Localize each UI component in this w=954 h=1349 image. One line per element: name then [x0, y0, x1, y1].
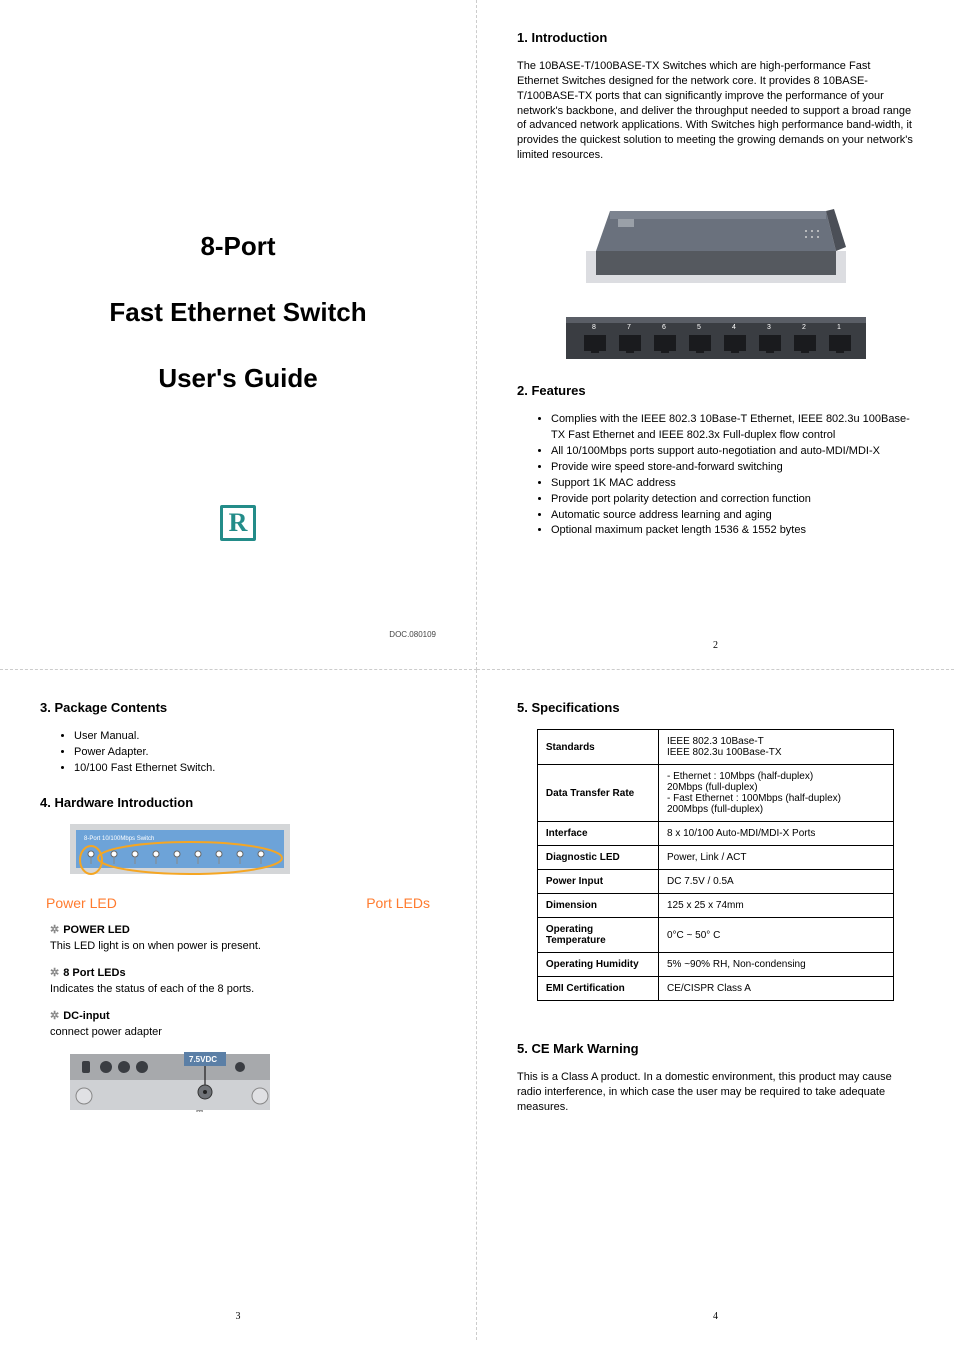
page-cover: 8-Port Fast Ethernet Switch User's Guide…: [0, 0, 477, 670]
brand-r-icon: R: [220, 505, 256, 541]
cover-line-3: User's Guide: [40, 362, 436, 396]
power-led-label: Power LED: [46, 895, 117, 911]
port-number-label: 6: [662, 324, 666, 331]
spec-value: 0°C ~ 50° C: [658, 918, 893, 953]
feature-item: Optional maximum packet length 1536 & 15…: [551, 523, 914, 539]
product-photo-front: [576, 181, 856, 293]
document-number: DOC.080109: [389, 630, 436, 639]
package-item: 10/100 Fast Ethernet Switch.: [74, 761, 436, 777]
spec-key: Operating Humidity: [537, 953, 658, 977]
page-3: 3. Package Contents User Manual.Power Ad…: [0, 670, 477, 1340]
port-number-label: 8: [592, 324, 596, 331]
intro-paragraph: The 10BASE-T/100BASE-TX Switches which a…: [517, 59, 914, 163]
spec-key: Standards: [537, 730, 658, 765]
panel-label-text: 8-Port 10/100Mbps Switch: [84, 836, 154, 842]
subsection-title: 8 Port LEDs: [63, 967, 125, 979]
subsection-title: POWER LED: [63, 924, 130, 936]
spec-key: EMI Certification: [537, 977, 658, 1001]
product-photo-ports: 8 7 6 5 4 3 2 1: [566, 317, 866, 363]
spec-key: Diagnostic LED: [537, 846, 658, 870]
spec-key: Interface: [537, 822, 658, 846]
svg-text:⎓: ⎓: [196, 1106, 203, 1116]
spec-value: DC 7.5V / 0.5A: [658, 870, 893, 894]
subsection-text: connect power adapter: [50, 1026, 436, 1038]
subsection-heading: ✲ 8 Port LEDs: [50, 966, 436, 979]
cover-line-1: 8-Port: [40, 230, 436, 264]
table-row: Dimension125 x 25 x 74mm: [537, 894, 893, 918]
page-number: 4: [477, 1311, 954, 1322]
section-3-heading: 3. Package Contents: [40, 700, 436, 715]
spec-value: IEEE 802.3 10Base-T IEEE 802.3u 100Base-…: [658, 730, 893, 765]
port-number-label: 4: [732, 324, 736, 331]
table-row: StandardsIEEE 802.3 10Base-T IEEE 802.3u…: [537, 730, 893, 765]
gear-icon: ✲: [50, 967, 59, 979]
table-row: Operating Humidity5% ~90% RH, Non-conden…: [537, 953, 893, 977]
table-row: Operating Temperature0°C ~ 50° C: [537, 918, 893, 953]
spec-key: Dimension: [537, 894, 658, 918]
feature-item: Support 1K MAC address: [551, 476, 914, 492]
page-2: 1. Introduction The 10BASE-T/100BASE-TX …: [477, 0, 954, 670]
table-row: EMI CertificationCE/CISPR Class A: [537, 977, 893, 1001]
spec-value: CE/CISPR Class A: [658, 977, 893, 1001]
spec-value: Power, Link / ACT: [658, 846, 893, 870]
table-row: Power InputDC 7.5V / 0.5A: [537, 870, 893, 894]
package-contents-list: User Manual.Power Adapter.10/100 Fast Et…: [40, 729, 436, 777]
subsection-heading: ✲ POWER LED: [50, 923, 436, 936]
spec-value: 8 x 10/100 Auto-MDI/MDI-X Ports: [658, 822, 893, 846]
gear-icon: ✲: [50, 1010, 59, 1022]
package-item: User Manual.: [74, 729, 436, 745]
section-6-heading: 5. CE Mark Warning: [517, 1041, 914, 1056]
port-number-label: 1: [837, 324, 841, 331]
feature-item: Provide port polarity detection and corr…: [551, 492, 914, 508]
dc-input-diagram: 7.5VDC ⎓: [70, 1052, 280, 1125]
page-number: 2: [477, 640, 954, 651]
page-4: 5. Specifications StandardsIEEE 802.3 10…: [477, 670, 954, 1340]
cover-line-2: Fast Ethernet Switch: [40, 296, 436, 330]
spec-key: Power Input: [537, 870, 658, 894]
hardware-subsection: ✲ POWER LED This LED light is on when powe…: [50, 923, 436, 952]
port-number-label: 2: [802, 324, 806, 331]
gear-icon: ✲: [50, 924, 59, 936]
page-number: 3: [0, 1311, 476, 1322]
table-row: Data Transfer Rate- Ethernet : 10Mbps (h…: [537, 765, 893, 822]
package-item: Power Adapter.: [74, 745, 436, 761]
hardware-subsection: ✲ DC-input connect power adapter: [50, 1009, 436, 1038]
table-row: Diagnostic LEDPower, Link / ACT: [537, 846, 893, 870]
cover-title-block: 8-Port Fast Ethernet Switch User's Guide: [40, 230, 436, 395]
features-list: Complies with the IEEE 802.3 10Base-T Et…: [517, 412, 914, 540]
subsection-text: Indicates the status of each of the 8 po…: [50, 983, 436, 995]
subsection-heading: ✲ DC-input: [50, 1009, 436, 1022]
spec-value: 5% ~90% RH, Non-condensing: [658, 953, 893, 977]
spec-value: - Ethernet : 10Mbps (half-duplex) 20Mbps…: [658, 765, 893, 822]
spec-key: Operating Temperature: [537, 918, 658, 953]
port-number-label: 7: [627, 324, 631, 331]
spec-key: Data Transfer Rate: [537, 765, 658, 822]
specifications-table: StandardsIEEE 802.3 10Base-T IEEE 802.3u…: [537, 729, 894, 1001]
feature-item: Complies with the IEEE 802.3 10Base-T Et…: [551, 412, 914, 444]
document-sheet: 8-Port Fast Ethernet Switch User's Guide…: [0, 0, 954, 1340]
section-4-heading: 4. Hardware Introduction: [40, 795, 436, 810]
section-2-heading: 2. Features: [517, 383, 914, 398]
table-row: Interface8 x 10/100 Auto-MDI/MDI-X Ports: [537, 822, 893, 846]
led-diagram-labels: Power LED Port LEDs: [46, 895, 430, 911]
ce-warning-text: This is a Class A product. In a domestic…: [517, 1070, 914, 1115]
feature-item: All 10/100Mbps ports support auto-negoti…: [551, 444, 914, 460]
port-number-label: 3: [767, 324, 771, 331]
port-number-label: 5: [697, 324, 701, 331]
spec-value: 125 x 25 x 74mm: [658, 894, 893, 918]
led-diagram: 8-Port 10/100Mbps Switch: [70, 824, 290, 887]
subsection-text: This LED light is on when power is prese…: [50, 940, 436, 952]
subsection-title: DC-input: [63, 1010, 109, 1022]
section-5-heading: 5. Specifications: [517, 700, 914, 715]
dc-voltage-label: 7.5VDC: [189, 1055, 217, 1064]
feature-item: Provide wire speed store-and-forward swi…: [551, 460, 914, 476]
hardware-subsection: ✲ 8 Port LEDs Indicates the status of each…: [50, 966, 436, 995]
section-1-heading: 1. Introduction: [517, 30, 914, 45]
feature-item: Automatic source address learning and ag…: [551, 508, 914, 524]
port-leds-label: Port LEDs: [366, 895, 430, 911]
